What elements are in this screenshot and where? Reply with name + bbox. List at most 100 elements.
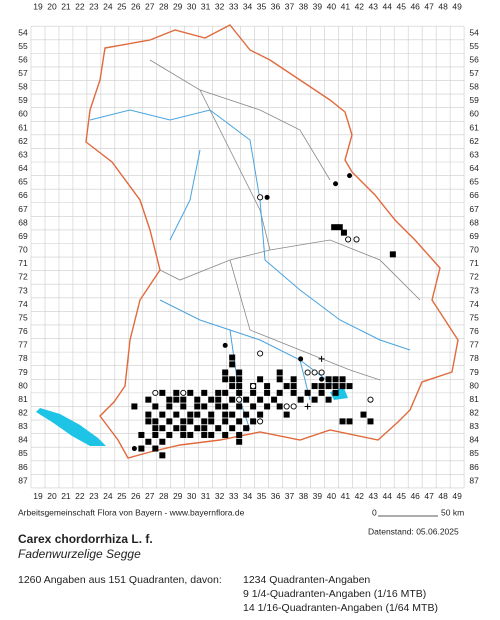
row-label: 56: [18, 54, 28, 64]
row-label: 60: [18, 109, 28, 119]
record-square: [264, 403, 271, 410]
record-square: [360, 411, 367, 418]
record-square: [194, 411, 201, 418]
record-square: [229, 411, 236, 418]
column-label: 38: [299, 1, 309, 11]
summary-line: 14 1/16-Quadranten-Angaben (1/64 MTB): [243, 602, 438, 614]
record-square: [166, 418, 173, 425]
row-label: 77: [469, 340, 479, 350]
row-label: 61: [18, 122, 28, 132]
record-square: [145, 396, 152, 403]
record-square: [236, 418, 243, 425]
record-square: [166, 431, 173, 438]
record-square: [250, 418, 257, 425]
row-label: 80: [469, 380, 479, 390]
row-label: 83: [18, 421, 28, 431]
record-dot: [333, 181, 339, 187]
record-square: [283, 411, 290, 418]
record-square: [201, 403, 208, 410]
record-square: [159, 452, 166, 459]
row-label: 86: [469, 462, 479, 472]
column-label: 29: [173, 1, 183, 11]
record-square: [159, 411, 166, 418]
record-square: [367, 418, 374, 425]
record-square: [297, 396, 304, 403]
row-label: 57: [469, 68, 479, 78]
column-label: 36: [271, 491, 281, 501]
record-circle: [345, 236, 352, 243]
record-square: [173, 411, 180, 418]
summary-line: 9 1/4-Quadranten-Angaben (1/16 MTB): [243, 588, 426, 600]
record-square: [215, 403, 222, 410]
record-circle: [283, 403, 290, 410]
record-square: [250, 389, 257, 396]
record-square: [173, 396, 180, 403]
record-square: [208, 431, 215, 438]
record-square: [166, 396, 173, 403]
row-label: 56: [469, 54, 479, 64]
column-label: 48: [438, 491, 448, 501]
credit: Arbeitsgemeinschaft Flora von Bayern - w…: [18, 507, 245, 517]
row-label: 81: [469, 394, 479, 404]
column-label: 43: [369, 491, 379, 501]
column-label: 31: [201, 1, 211, 11]
summary-line: 1234 Quadranten-Angaben: [243, 574, 370, 586]
column-label: 44: [383, 491, 393, 501]
record-square: [222, 418, 229, 425]
column-label: 40: [327, 1, 337, 11]
record-square: [166, 403, 173, 410]
record-circle: [236, 396, 243, 403]
column-label: 47: [424, 1, 434, 11]
column-label: 41: [341, 1, 351, 11]
record-square: [145, 411, 152, 418]
record-square: [194, 403, 201, 410]
record-dot: [131, 446, 137, 452]
record-circle: [180, 389, 187, 396]
row-label: 73: [469, 285, 479, 295]
row-label: 62: [469, 136, 479, 146]
record-square: [257, 396, 264, 403]
column-label: 33: [229, 1, 239, 11]
record-dot: [298, 356, 304, 362]
district-border: [149, 59, 421, 381]
record-circle: [257, 350, 264, 357]
column-label: 30: [187, 1, 197, 11]
column-label: 34: [243, 1, 253, 11]
record-circle: [250, 383, 257, 390]
row-label: 87: [18, 475, 28, 485]
row-label: 72: [469, 272, 479, 282]
row-label: 72: [18, 272, 28, 282]
record-square: [318, 383, 325, 390]
row-label: 85: [18, 448, 28, 458]
record-circle: [318, 369, 325, 376]
row-label: 75: [18, 312, 28, 322]
column-label: 28: [159, 491, 169, 501]
record-square: [152, 445, 159, 452]
record-square: [290, 383, 297, 390]
record-square: [229, 396, 236, 403]
row-label: 59: [18, 95, 28, 105]
summary-total: 1260 Angaben aus 151 Quadranten, davon:: [18, 574, 222, 586]
record-square: [336, 224, 343, 231]
record-square: [173, 425, 180, 432]
record-dot: [264, 194, 270, 200]
record-square: [208, 411, 215, 418]
row-label: 81: [18, 394, 28, 404]
record-square: [276, 376, 283, 383]
record-square: [159, 438, 166, 445]
column-label: 22: [75, 491, 85, 501]
row-label: 61: [469, 122, 479, 132]
row-label: 69: [469, 231, 479, 241]
column-label: 49: [452, 491, 462, 501]
column-label: 26: [131, 491, 141, 501]
state-border: [85, 24, 459, 459]
record-square: [276, 389, 283, 396]
record-square: [152, 425, 159, 432]
record-square: [138, 431, 145, 438]
row-label: 68: [18, 217, 28, 227]
record-square: [332, 383, 339, 390]
record-circle: [152, 389, 159, 396]
column-label: 19: [33, 491, 43, 501]
record-square: [331, 224, 338, 231]
record-square: [215, 389, 222, 396]
